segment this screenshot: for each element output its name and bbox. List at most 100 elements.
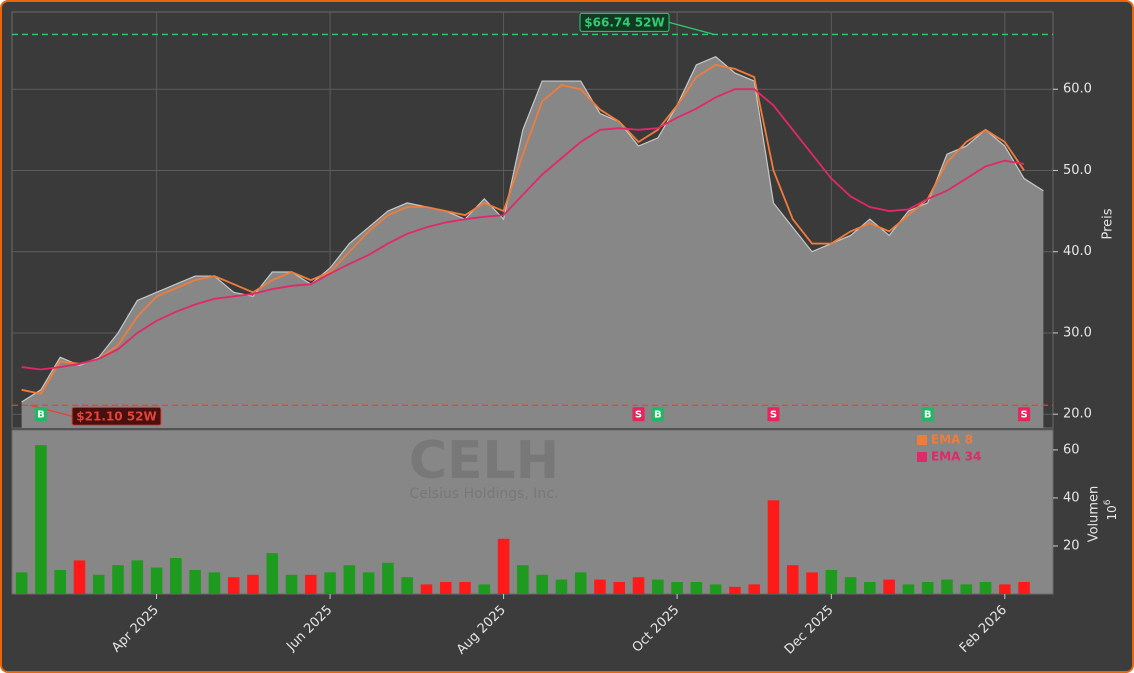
price-line <box>21 55 1044 403</box>
volume-bar <box>825 569 838 594</box>
price-area <box>21 56 1044 428</box>
volume-bar <box>92 574 105 594</box>
volume-axis-title: Volumen <box>1087 486 1102 543</box>
y-tick-label: 20 <box>1063 538 1080 553</box>
volume-bar <box>786 565 799 594</box>
volume-bar <box>979 581 992 594</box>
ema-line <box>21 63 1025 395</box>
volume-bar <box>247 574 259 594</box>
volume-bar <box>941 579 953 594</box>
volume-bar <box>806 572 818 594</box>
volume-bar <box>170 557 182 594</box>
y-tick-label: 60 <box>1063 442 1080 457</box>
y-tick-label: 40 <box>1063 490 1080 505</box>
legend-label: EMA 34 <box>931 450 981 464</box>
legend-swatch <box>917 435 927 445</box>
x-tick-label: Dec 2025 <box>782 603 837 658</box>
ema-line <box>21 88 1025 371</box>
volume-bar <box>517 565 529 594</box>
volume-bar <box>594 579 606 594</box>
volume-bar <box>362 572 375 594</box>
volume-bar <box>382 562 394 594</box>
volume-bar <box>324 572 336 594</box>
volume-bar <box>767 500 780 594</box>
volume-bar <box>748 584 760 594</box>
volume-unit: 106 <box>1103 499 1119 520</box>
y-tick-label: 50.0 <box>1063 163 1092 178</box>
volume-bar <box>305 574 317 594</box>
signal-marker <box>767 407 780 422</box>
volume-bar <box>266 553 279 594</box>
volume-bar <box>343 565 356 594</box>
52w-label: $66.74 52W <box>584 15 664 29</box>
volume-bar <box>690 581 703 594</box>
volume-bar <box>555 579 568 594</box>
volume-bar <box>902 584 915 594</box>
52w-arrow <box>29 404 73 417</box>
volume-panel <box>11 429 1054 595</box>
volume-bar <box>478 584 491 594</box>
volume-bar <box>227 577 240 594</box>
x-tick-label: Aug 2025 <box>454 603 509 658</box>
volume-bar <box>844 577 857 594</box>
y-tick-label: 30.0 <box>1063 325 1092 340</box>
signal-label: S <box>635 410 642 421</box>
legend-swatch <box>917 452 927 462</box>
y-tick-label: 40.0 <box>1063 244 1092 259</box>
volume-bar <box>864 581 876 594</box>
signal-label: B <box>924 410 932 421</box>
volume-bar <box>459 581 471 594</box>
volume-bar <box>652 579 664 594</box>
ticker-watermark: CELH <box>409 431 559 491</box>
52w-arrow <box>668 21 715 36</box>
signal-marker <box>1018 407 1031 422</box>
volume-bar <box>709 584 722 594</box>
volume-bar <box>54 569 66 594</box>
volume-bar <box>497 538 510 594</box>
volume-bar <box>112 565 124 594</box>
signal-marker <box>651 407 664 422</box>
y-tick-label: 60.0 <box>1063 82 1092 97</box>
volume-bar <box>73 560 86 594</box>
52w-label: $21.10 52W <box>76 409 156 423</box>
volume-bar <box>536 574 548 594</box>
y-axis-title: Preis <box>1101 208 1116 239</box>
company-watermark: Celsius Holdings, Inc. <box>410 486 559 502</box>
x-tick-label: Feb 2026 <box>957 603 1010 656</box>
signal-label: S <box>1020 410 1027 421</box>
volume-bar <box>921 581 934 594</box>
volume-unit-base: 10 <box>1105 505 1119 520</box>
x-tick-label: Apr 2025 <box>109 603 162 656</box>
volume-bar <box>883 579 895 594</box>
x-tick-label: Jun 2025 <box>283 603 335 655</box>
signal-label: S <box>770 410 777 421</box>
volume-bar <box>613 581 626 594</box>
volume-bar <box>999 584 1011 594</box>
y-tick-label: 20.0 <box>1063 407 1092 422</box>
signal-label: B <box>37 410 45 421</box>
signal-marker <box>632 407 645 422</box>
volume-bar <box>35 445 47 594</box>
legend-label: EMA 8 <box>931 433 973 447</box>
signal-marker <box>34 407 47 422</box>
volume-bar <box>208 572 221 594</box>
volume-bar <box>574 572 587 594</box>
volume-bar <box>420 584 433 594</box>
signal-marker <box>921 407 934 422</box>
volume-bar <box>131 560 144 594</box>
volume-unit-exponent: 6 <box>1103 499 1113 505</box>
volume-bar <box>285 574 298 594</box>
volume-bar <box>189 569 201 594</box>
volume-bar <box>150 567 163 594</box>
volume-bar <box>960 584 973 594</box>
volume-bar <box>15 572 28 594</box>
volume-bar <box>439 581 452 594</box>
volume-bar <box>671 581 683 594</box>
volume-bar <box>1018 581 1030 594</box>
volume-bar <box>632 577 645 594</box>
volume-bar <box>401 577 413 594</box>
x-tick-label: Oct 2025 <box>630 603 683 656</box>
volume-bar <box>729 586 741 594</box>
